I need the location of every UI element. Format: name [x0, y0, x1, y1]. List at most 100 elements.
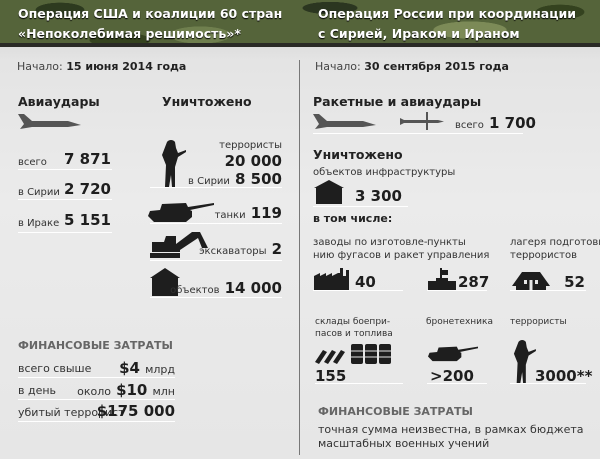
divider: [18, 421, 175, 422]
label-line1: лагеря подготовки: [510, 237, 600, 248]
objects-value: 14 000: [224, 279, 282, 297]
divider: [18, 199, 112, 200]
label-line2: террористы: [510, 317, 567, 327]
armor-value: >200: [430, 367, 474, 385]
depots-label: склады боепри-пасов и топлива: [315, 316, 393, 340]
start-date: 15 июня 2014 года: [66, 60, 187, 73]
divider: [150, 260, 282, 261]
divider: [150, 297, 282, 298]
unit: млрд: [145, 363, 175, 376]
label-line2: террористов: [510, 250, 577, 261]
finance-daily-label: в день: [18, 384, 57, 397]
tanks-value: 119: [250, 204, 282, 222]
excavators-value: 2: [271, 240, 282, 258]
building-icon: [150, 268, 180, 296]
depots-value: 155: [315, 367, 347, 385]
factory-icon: [314, 268, 349, 290]
camo-header: Операция США и коалиции 60 стран «Непокол…: [0, 0, 600, 47]
left-finance-heading: ФИНАНСОВЫЕ ЗАТРАТЫ: [18, 339, 173, 352]
infra-label: объектов инфраструктуры: [313, 167, 456, 178]
finance-daily-value: около $10 млн: [60, 380, 175, 399]
prefix: около: [77, 385, 111, 398]
divider: [150, 223, 282, 224]
terrorists-label: террористы: [219, 140, 282, 151]
unit: млн: [152, 385, 175, 398]
soldier-icon: [162, 140, 186, 187]
divider: [313, 206, 408, 207]
missile-icon: [400, 112, 444, 130]
right-title-line1: Операция России при координации: [318, 6, 576, 21]
right-start: Начало: 30 сентября 2015 года: [315, 60, 509, 73]
divider: [150, 187, 282, 188]
objects-label: объектов: [170, 285, 220, 296]
tanks-label: танки: [214, 210, 246, 221]
airstrikes-iraq-label: в Ираке: [18, 218, 60, 229]
divider: [427, 290, 487, 291]
strikes-heading: Ракетные и авиаудары: [313, 94, 482, 109]
command-posts-label: пункты управления: [427, 236, 489, 262]
divider: [18, 399, 175, 400]
right-finance-heading: ФИНАНСОВЫЕ ЗАТРАТЫ: [318, 405, 473, 418]
soldier-icon: [513, 340, 536, 384]
infra-value: 3 300: [355, 187, 402, 205]
airstrikes-heading: Авиаудары: [18, 94, 100, 109]
tent-icon: [512, 272, 550, 290]
finance-line1: точная сумма неизвестна, в рамках бюджет…: [318, 423, 584, 436]
divider: [18, 169, 112, 170]
factories-value: 40: [355, 273, 376, 291]
tank-icon: [428, 346, 478, 362]
excavators-row: экскаваторы 2: [160, 239, 282, 258]
ammo-fuel-icon: [315, 344, 391, 364]
divider: [427, 383, 487, 384]
right-title: Операция России при координации с Сирией,…: [318, 4, 576, 44]
right-title-line2: с Сирией, Ираком и Ираном: [318, 26, 520, 41]
label-line2: управления: [427, 250, 490, 261]
strikes-total: всего 1 700: [455, 113, 536, 132]
destroyed-heading: Уничтожено: [313, 147, 403, 162]
syria-value: 8 500: [235, 170, 282, 188]
terrorists-label: террористы: [510, 316, 567, 328]
start-label: Начало:: [17, 60, 63, 73]
airstrikes-total-value: 7 871: [64, 150, 111, 168]
column-divider: [299, 60, 300, 455]
total-label: всего: [455, 120, 484, 131]
start-label: Начало:: [315, 60, 361, 73]
finance-total-label: всего свыше: [18, 362, 92, 375]
divider: [510, 383, 586, 384]
right-finance-text: точная сумма неизвестна, в рамках бюджет…: [318, 423, 584, 451]
value: $4: [119, 359, 140, 377]
label-line2: нию фугасов и ракет: [313, 250, 425, 261]
airstrikes-syria-value: 2 720: [64, 180, 111, 198]
finance-per-terrorist-label: убитый террорист: [18, 406, 125, 419]
command-posts-value: 287: [458, 273, 490, 291]
divider: [18, 232, 112, 233]
left-start: Начало: 15 июня 2014 года: [17, 60, 186, 73]
finance-per-terrorist-value: $175 000: [96, 402, 175, 420]
total-value: 1 700: [489, 114, 536, 132]
factories-label: заводы по изготовле-нию фугасов и ракет: [313, 236, 427, 262]
objects-row: объектов 14 000: [160, 278, 282, 297]
airstrikes-total-label: всего: [18, 157, 47, 168]
finance-line2: масштабных военных учений: [318, 437, 490, 450]
label-line2: бронетехника: [426, 317, 493, 327]
tank-icon: [148, 203, 214, 222]
destroyed-heading: Уничтожено: [162, 94, 252, 109]
tanks-row: танки 119: [160, 203, 282, 222]
jet-icon: [313, 114, 376, 129]
camps-value: 52: [564, 273, 585, 291]
terrorists-syria: в Сирии 8 500: [160, 169, 282, 188]
divider: [18, 377, 175, 378]
excavators-label: экскаваторы: [199, 246, 267, 257]
airstrikes-iraq-value: 5 151: [64, 211, 111, 229]
camps-label: лагеря подготовки террористов: [510, 236, 600, 262]
building-icon: [314, 180, 344, 204]
left-title-line1: Операция США и коалиции 60 стран: [18, 6, 283, 21]
left-title-line2: «Непоколебимая решимость»*: [18, 26, 241, 41]
command-post-icon: [428, 268, 456, 290]
value: $10: [116, 381, 148, 399]
finance-total-value: $4 млрд: [60, 358, 175, 377]
excavator-icon: [150, 232, 208, 258]
including-label: в том числе:: [313, 212, 393, 225]
divider: [315, 383, 403, 384]
divider: [510, 290, 586, 291]
